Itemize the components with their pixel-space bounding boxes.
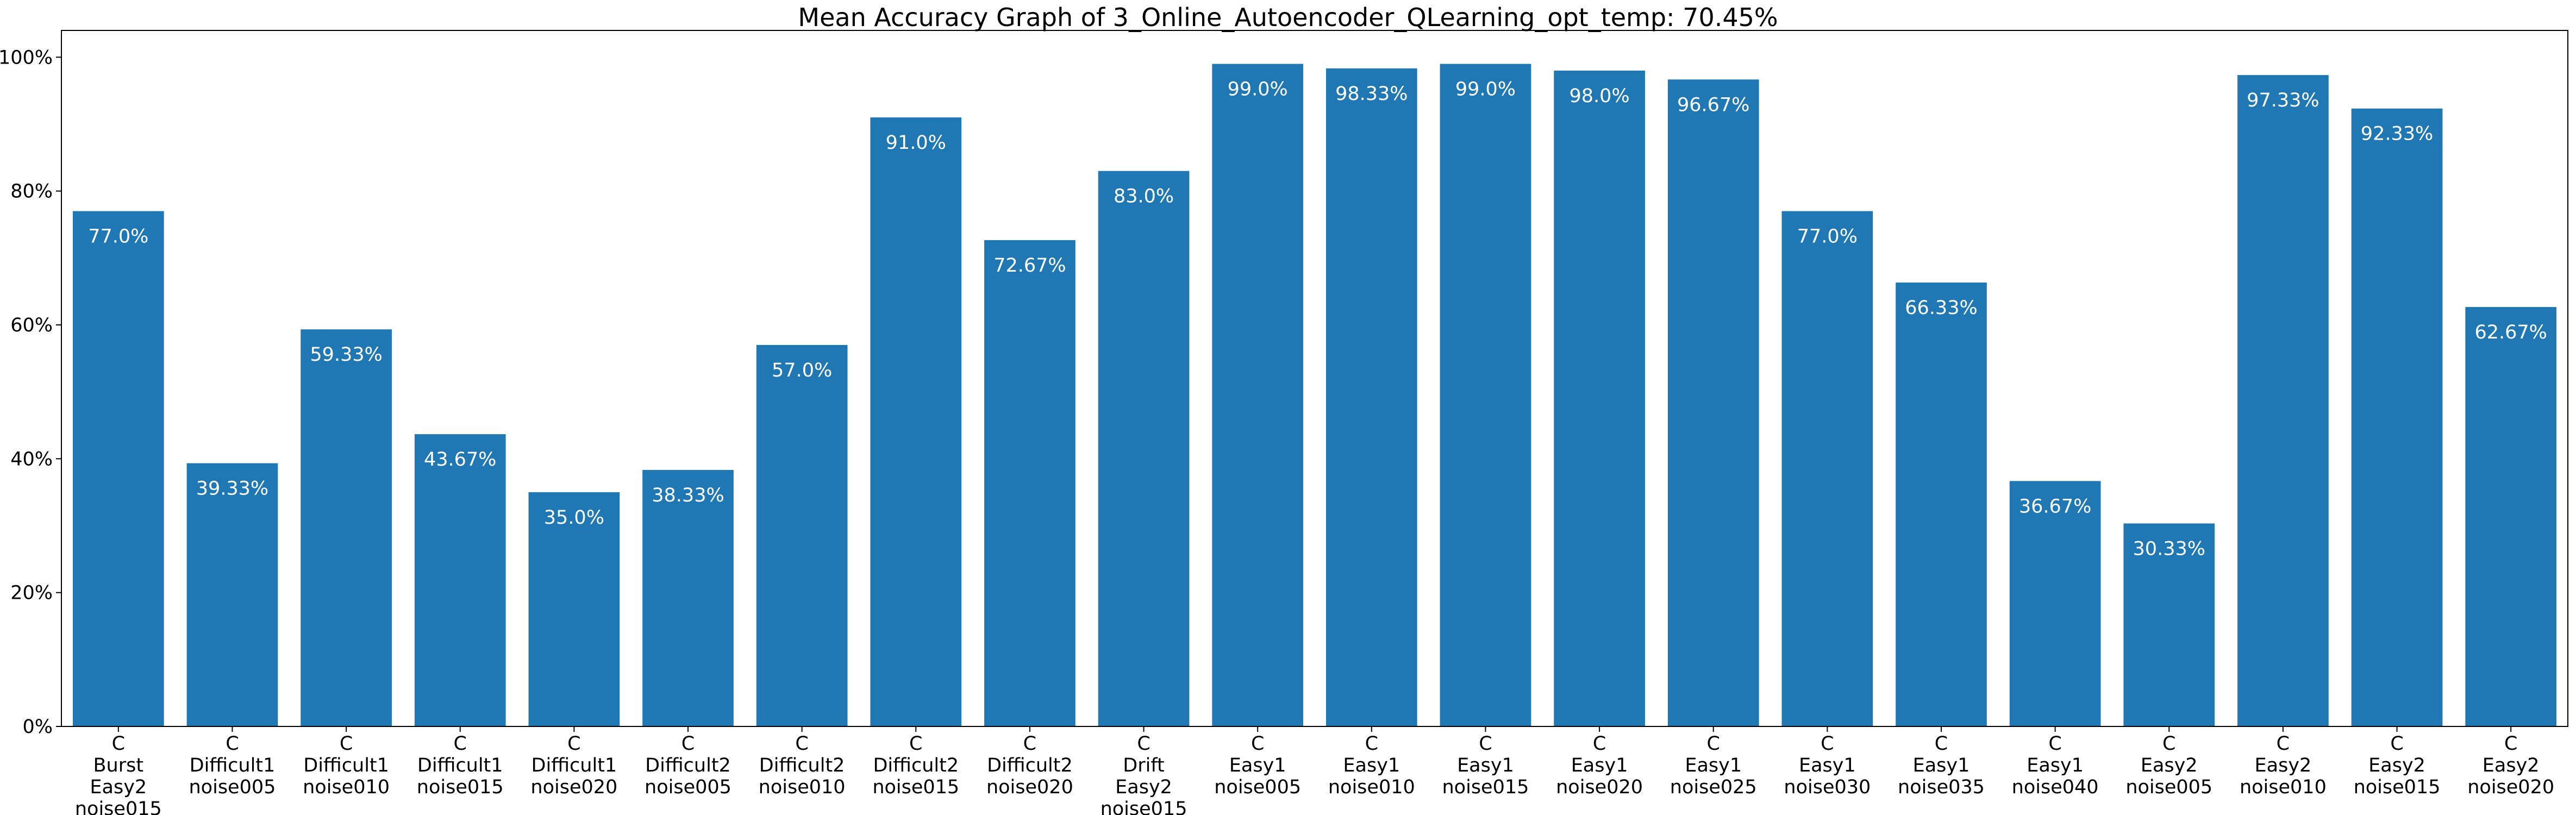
bar-value-label: 57.0% — [772, 360, 832, 381]
bar-value-label: 99.0% — [1455, 79, 1516, 101]
bar-value-label: 96.67% — [1677, 94, 1749, 116]
bar — [2123, 523, 2215, 726]
bar-value-label: 92.33% — [2361, 123, 2433, 145]
x-tick-label: C Easy2 noise010 — [2240, 733, 2327, 798]
x-tick-label: C Easy1 noise010 — [1328, 733, 1415, 798]
y-tick-label: 40% — [10, 448, 53, 470]
bar-value-label: 30.33% — [2133, 538, 2205, 560]
bar-value-label: 72.67% — [993, 255, 1066, 277]
bar-value-label: 91.0% — [886, 132, 946, 154]
x-tick-label: C Difficult1 noise015 — [417, 733, 504, 798]
bar-value-label: 62.67% — [2474, 322, 2547, 343]
bar — [186, 463, 278, 726]
bar — [1896, 282, 1987, 726]
bar — [1781, 211, 1873, 726]
plot-frame — [61, 30, 2568, 727]
x-tick-label: C Easy2 noise015 — [2354, 733, 2441, 798]
bar — [870, 117, 962, 726]
y-tick-label: 100% — [0, 47, 53, 68]
bar-value-label: 77.0% — [88, 226, 148, 248]
bar-value-label: 43.67% — [424, 449, 496, 471]
bar — [528, 492, 620, 726]
bar-value-label: 77.0% — [1797, 226, 1858, 248]
x-tick-label: C Easy1 noise025 — [1670, 733, 1757, 798]
bar — [2009, 481, 2101, 726]
bar-value-label: 83.0% — [1114, 186, 1174, 208]
x-tick-label: C Difficult1 noise010 — [303, 733, 390, 798]
bar-labels-group: 77.0% 39.33% 59.33% 43.67% 35.0% 38.33% 57.0% 9… — [88, 79, 2547, 560]
bar-value-label: 99.0% — [1228, 79, 1288, 101]
y-tick-label: 60% — [10, 315, 53, 336]
y-axis: 0% 20% 40% 60% 80% 100% — [0, 47, 61, 738]
bar-value-label: 66.33% — [1905, 297, 1977, 319]
bar-value-label: 39.33% — [196, 478, 268, 500]
x-tick-label: C Drift Easy2 noise015 — [1101, 733, 1187, 815]
bar-value-label: 59.33% — [310, 344, 382, 366]
bar-value-label: 97.33% — [2247, 90, 2319, 111]
bar — [1098, 171, 1190, 726]
x-tick-label: C Easy1 noise035 — [1898, 733, 1985, 798]
bar — [2351, 108, 2443, 727]
x-tick-label: C Easy1 noise020 — [1556, 733, 1643, 798]
bar — [1212, 64, 1304, 726]
x-tick-label: C Difficult2 noise015 — [872, 733, 959, 798]
y-tick-label: 80% — [10, 181, 53, 203]
bar-value-label: 36.67% — [2019, 496, 2091, 517]
x-tick-label: C Difficult2 noise005 — [645, 733, 731, 798]
x-tick-label: C Easy2 noise020 — [2467, 733, 2554, 798]
bar — [1440, 64, 1531, 726]
x-tick-label: C Difficult1 noise020 — [530, 733, 617, 798]
x-tick-label: C Difficult1 noise005 — [189, 733, 276, 798]
bar — [642, 469, 734, 726]
x-tick-label: C Easy1 noise015 — [1442, 733, 1529, 798]
chart-title: Mean Accuracy Graph of 3_Online_Autoenco… — [798, 3, 1778, 32]
bar — [414, 434, 506, 726]
bars-group — [72, 64, 2557, 727]
x-axis: C Burst Easy2 noise015 C Difficult1 noise005 C D… — [75, 726, 2554, 815]
bar — [756, 344, 848, 726]
x-tick-label: C Burst Easy2 noise015 — [75, 733, 162, 815]
bar-value-label: 98.0% — [1569, 85, 1629, 107]
bar-value-label: 38.33% — [652, 485, 724, 506]
bar — [301, 329, 392, 726]
bar — [2237, 75, 2329, 726]
x-tick-label: C Easy1 noise005 — [1214, 733, 1301, 798]
bar-value-label: 98.33% — [1335, 83, 1408, 105]
x-tick-label: C Difficult2 noise020 — [986, 733, 1073, 798]
bar — [984, 240, 1076, 726]
bar — [2465, 307, 2557, 726]
x-tick-label: C Easy2 noise005 — [2125, 733, 2212, 798]
bar — [1325, 68, 1417, 727]
bar — [1667, 79, 1759, 726]
bar-value-label: 35.0% — [544, 507, 604, 529]
y-tick-label: 0% — [22, 716, 53, 738]
x-tick-label: C Easy1 noise030 — [1784, 733, 1871, 798]
x-tick-label: C Easy1 noise040 — [2012, 733, 2099, 798]
x-tick-label: C Difficult2 noise010 — [759, 733, 846, 798]
bar — [72, 211, 164, 726]
y-tick-label: 20% — [10, 582, 53, 604]
bar — [1554, 70, 1645, 727]
